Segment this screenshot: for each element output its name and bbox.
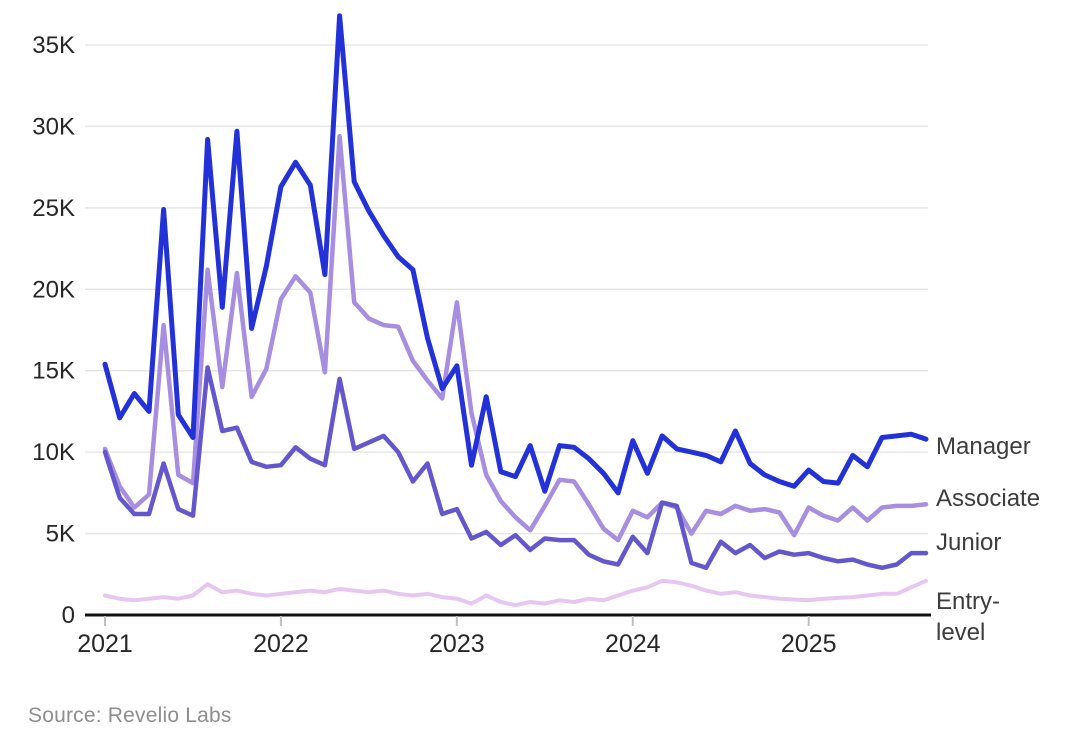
series-line-manager: [102, 13, 929, 496]
y-axis-tick-label: 5K: [46, 521, 75, 548]
y-axis-tick-label: 25K: [32, 195, 75, 222]
series-label-associate: Associate: [936, 485, 1040, 512]
x-axis-tick-label: 2025: [781, 630, 837, 658]
y-axis-tick-label: 35K: [32, 32, 75, 59]
y-axis-tick-label: 30K: [32, 113, 75, 140]
series-line-entry-level: [103, 578, 928, 608]
series-line-associate: [102, 133, 929, 543]
y-axis-tick-label: 0: [62, 602, 75, 629]
x-axis-tick-label: 2023: [429, 630, 485, 658]
source-attribution: Source: Revelio Labs: [28, 704, 232, 727]
x-axis-tick-label: 2021: [77, 630, 133, 658]
series-label-junior: Junior: [936, 529, 1001, 556]
x-axis-tick-label: 2024: [605, 630, 661, 658]
series-line-junior: [102, 365, 929, 571]
y-axis-tick-label: 10K: [32, 439, 75, 466]
y-axis-tick-label: 20K: [32, 276, 75, 303]
series-lines: [102, 13, 929, 608]
x-axis-tick-label: 2022: [253, 630, 309, 658]
series-labels: Manager Junior Associate Entry-level: [936, 433, 1040, 646]
series-label-manager: Manager: [936, 433, 1031, 460]
axes: 2021 2022 2023 2024 2025: [77, 613, 931, 658]
series-label-entry-level: level: [936, 619, 985, 646]
series-label-entry-level: Entry-: [936, 588, 1000, 615]
gridlines: 0 5K 10K 15K 20K 25K 30K 35K: [32, 32, 928, 629]
y-axis-tick-label: 15K: [32, 358, 75, 385]
